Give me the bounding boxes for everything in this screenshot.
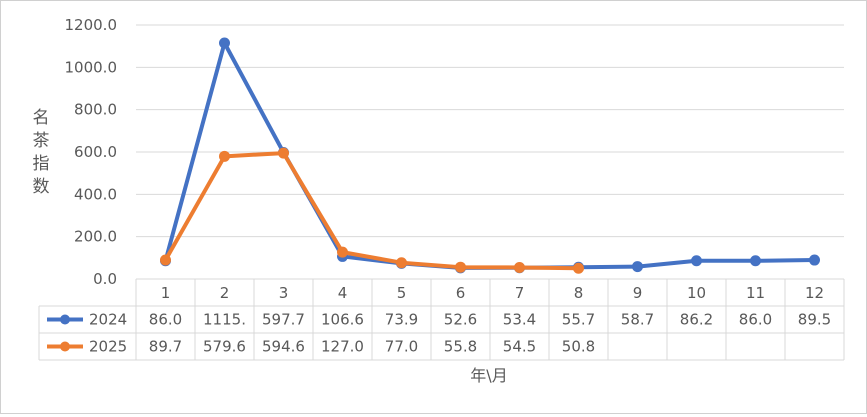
data-table-cell: 55.8 [444, 338, 477, 356]
x-tick-label: 12 [805, 284, 824, 302]
data-table-cell: 52.6 [444, 311, 477, 329]
data-table-cell: 55.7 [562, 311, 595, 329]
data-table-cell: 54.5 [503, 338, 536, 356]
data-point-2024 [691, 255, 702, 267]
data-table-cell: 77.0 [385, 338, 418, 356]
y-axis-ticks: 0.0 200.0 400.0 600.0 800.0 1000.0 1200.0 [65, 16, 118, 288]
y-tick-label: 800.0 [74, 101, 117, 119]
y-tick-label: 1000.0 [65, 58, 118, 76]
data-table-cell: 106.6 [321, 311, 364, 329]
data-table-cell: 73.9 [385, 311, 418, 329]
data-table-cell: 127.0 [321, 338, 364, 356]
x-tick-label: 1 [161, 284, 171, 302]
x-tick-label: 7 [515, 284, 525, 302]
data-point-2025 [396, 257, 407, 269]
legend-entry: 2025 [89, 338, 127, 356]
data-point-2025 [514, 261, 525, 273]
grid-lines [136, 24, 844, 280]
data-point-2025 [455, 261, 466, 273]
legend-entry: 2024 [89, 311, 127, 329]
legend-key-marker [60, 341, 70, 352]
series-line-2025 [163, 151, 581, 271]
data-table-cell: 89.7 [149, 338, 182, 356]
data-table-cell: 594.6 [262, 338, 305, 356]
data-table-cell: 86.0 [149, 311, 182, 329]
x-tick-label: 2 [220, 284, 230, 302]
legend-key-marker [60, 314, 70, 325]
data-table-cell: 58.7 [621, 311, 654, 329]
y-tick-label: 1200.0 [65, 16, 118, 34]
y-axis-label: 名茶指数 [33, 108, 50, 197]
data-point-2025 [219, 150, 230, 162]
data-table-cell: 86.0 [739, 311, 772, 329]
data-point-2025 [278, 147, 289, 159]
data-table-cell: 579.6 [203, 338, 246, 356]
data-table-cell: 597.7 [262, 311, 305, 329]
x-tick-label: 11 [746, 284, 765, 302]
data-point-2024 [809, 254, 820, 266]
data-table-cell: 50.8 [562, 338, 595, 356]
y-tick-label: 200.0 [74, 228, 117, 246]
y-tick-label: 0.0 [93, 270, 117, 288]
x-tick-label: 6 [456, 284, 466, 302]
data-table-cell: 53.4 [503, 311, 536, 329]
y-tick-label: 400.0 [74, 185, 117, 203]
x-tick-label: 10 [687, 284, 706, 302]
series-lines [160, 37, 820, 274]
x-tick-label: 5 [397, 284, 407, 302]
data-point-2025 [573, 262, 584, 274]
x-axis-label: 年\月 [470, 366, 507, 385]
data-point-2025 [337, 246, 348, 258]
data-table-cell: 86.2 [680, 311, 713, 329]
data-point-2024 [750, 255, 761, 267]
x-tick-label: 3 [279, 284, 289, 302]
data-point-2025 [160, 254, 171, 266]
data-point-2024 [632, 261, 643, 273]
x-tick-label: 4 [338, 284, 348, 302]
data-table-cell: 1115. [203, 311, 246, 329]
data-table-cell: 89.5 [798, 311, 831, 329]
data-point-2024 [219, 37, 230, 49]
y-tick-label: 600.0 [74, 143, 117, 161]
x-tick-label: 9 [633, 284, 643, 302]
x-tick-label: 8 [574, 284, 584, 302]
